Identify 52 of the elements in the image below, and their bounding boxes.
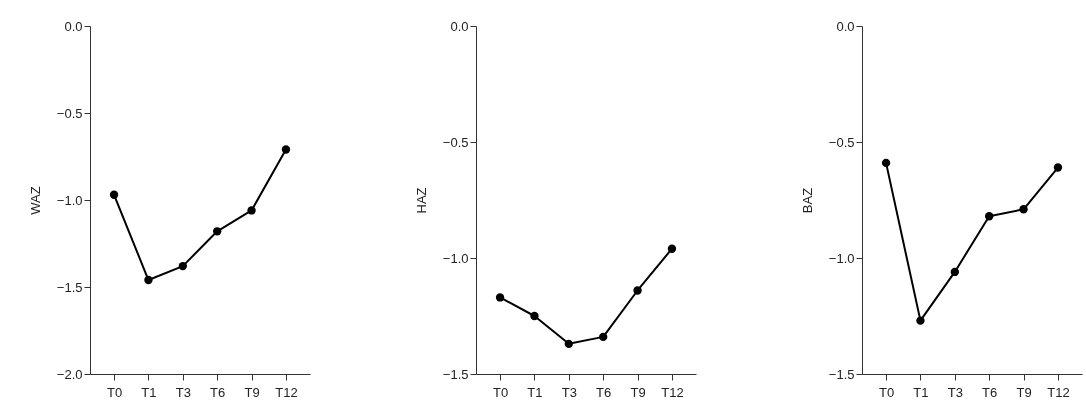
y-tick-label: −0.5 [828,134,855,150]
y-tick-label: −1.0 [828,250,855,266]
x-tick-label: T9 [630,384,646,400]
x-tick-label: T3 [947,384,963,400]
x-tick-label: T3 [175,384,191,400]
x-tick-label: T0 [492,384,509,400]
x-tick-label: T12 [1047,384,1070,400]
x-tick-label: T6 [982,384,998,400]
point [667,244,677,253]
point [495,293,505,302]
y-tick-label: −0.5 [56,105,83,121]
y-tick-label: 0.0 [450,18,469,34]
y-tick-label: −0.5 [442,134,469,150]
y-tick-label: −1.5 [442,366,469,382]
point [1053,163,1063,172]
y-tick-label: 0.0 [64,18,83,34]
y-tick-label: −1.0 [56,192,83,208]
point [881,158,891,168]
point [564,339,573,349]
point [950,267,959,277]
point [281,145,291,154]
x-tick-label: T12 [275,384,298,400]
point [247,206,256,215]
x-tick-label: T9 [1016,384,1032,400]
y-tick-label: −1.5 [828,366,855,382]
y-axis-title: HAZ [413,187,429,214]
x-tick-label: T1 [527,384,543,400]
point [633,286,642,295]
x-tick-label: T1 [913,384,929,400]
x-tick-label: T6 [596,384,612,400]
point [599,332,608,342]
point [213,227,222,236]
x-tick-label: T1 [141,384,157,400]
x-tick-label: T0 [106,384,123,400]
x-tick-label: T6 [210,384,226,400]
x-tick-label: T0 [878,384,895,400]
y-tick-label: 0.0 [836,18,855,34]
point [144,275,153,285]
point [109,190,119,199]
y-tick-label: −1.5 [56,279,83,295]
x-tick-label: T3 [561,384,577,400]
point [178,261,187,271]
point [985,212,994,221]
point [916,316,925,325]
y-tick-label: −1.0 [442,250,469,266]
x-tick-label: T12 [661,384,684,400]
y-axis-title: BAZ [799,187,815,214]
y-tick-label: −2.0 [56,366,83,382]
point [1019,205,1028,214]
x-tick-label: T9 [244,384,260,400]
point [530,311,539,321]
y-axis-title: WAZ [27,186,43,215]
